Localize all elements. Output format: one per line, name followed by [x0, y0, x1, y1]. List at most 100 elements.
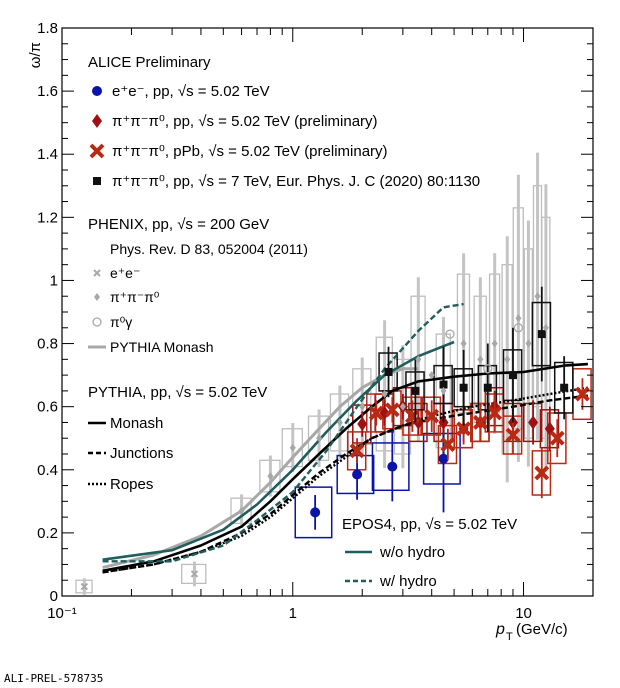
x-tick-label: 10 — [515, 605, 532, 622]
data-point — [459, 383, 468, 392]
sys-box — [437, 424, 458, 465]
x-tick-label: 10⁻¹ — [47, 605, 77, 622]
legend-pythia-header: PYTHIA, pp, √s = 5.02 TeV — [88, 384, 267, 401]
y-tick-label: 1.6 — [37, 83, 58, 100]
legend-7tev-marker — [93, 177, 101, 185]
data-point — [80, 582, 89, 591]
legend-ee-marker — [92, 86, 102, 96]
data-point — [238, 506, 245, 515]
curve-w-o-hydro — [102, 340, 455, 561]
legend-epos-header: EPOS4, pp, √s = 5.02 TeV — [342, 516, 517, 533]
data-point — [368, 405, 384, 421]
legend-phenix-ee: e⁺e⁻ — [110, 265, 140, 281]
sys-box — [422, 432, 461, 485]
x-axis-label-sub: T — [506, 631, 513, 643]
data-point — [505, 427, 521, 443]
sys-box — [371, 442, 410, 492]
data-point — [513, 323, 524, 333]
data-point — [440, 386, 447, 395]
data-point — [428, 371, 435, 380]
y-axis-label: ω/π — [27, 42, 44, 68]
curve-ropes — [102, 386, 589, 574]
legend-alice-pp-3pi: π⁺π⁻π⁰, pp, √s = 5.02 TeV (preliminary) — [112, 113, 378, 130]
y-tick-label: 0.4 — [37, 462, 58, 479]
y-tick-label: 1 — [50, 272, 58, 289]
y-tick-label: 0.8 — [37, 336, 58, 353]
legend-phenix-ref: Phys. Rev. D 83, 052004 (2011) — [110, 241, 308, 257]
y-tick-label: 1.8 — [37, 20, 58, 37]
x-tick-label: 1 — [289, 605, 297, 622]
data-point — [575, 386, 590, 402]
data-point — [560, 383, 569, 392]
data-point — [483, 383, 492, 392]
data-point — [528, 415, 539, 430]
legend-epos-w-hydro: w/ hydro — [379, 573, 437, 590]
legend-phenix-3pi: π⁺π⁻π⁰ — [110, 289, 160, 305]
data-point — [316, 434, 323, 443]
x-axis-unit: (GeV/c) — [516, 621, 568, 638]
legend-phenix-pythia: PYTHIA Monash — [110, 339, 214, 355]
legend-pythia-monash: Monash — [110, 415, 163, 432]
data-point — [352, 469, 363, 480]
data-point — [508, 371, 517, 380]
legend-pythia-ropes: Ropes — [110, 476, 153, 493]
data-point — [483, 364, 493, 374]
sys-box — [336, 454, 375, 495]
y-tick-label: 0 — [50, 588, 58, 605]
data-point — [525, 339, 532, 348]
data-point — [472, 415, 488, 430]
legend-ppb-3pi-marker — [89, 143, 105, 159]
data-point — [310, 507, 321, 518]
curve-monash — [102, 362, 588, 573]
data-point — [359, 402, 366, 411]
legend-phenix-pi0gamma: π⁰γ — [110, 314, 132, 330]
legend-phenix-ee-marker — [93, 269, 101, 277]
data-point — [405, 408, 420, 424]
data-point — [384, 402, 400, 418]
y-tick-label: 1.4 — [37, 146, 58, 163]
data-point — [424, 408, 440, 424]
data-point — [515, 314, 522, 323]
data-point — [289, 443, 296, 452]
legend-alice-ppb-3pi: π⁺π⁻π⁰, pPb, √s = 5.02 TeV (preliminary) — [112, 143, 388, 160]
data-point — [349, 443, 365, 459]
data-point — [357, 417, 368, 432]
data-point — [534, 292, 541, 301]
data-point — [534, 465, 550, 481]
data-point — [411, 386, 420, 395]
legend-phenix-pi0gamma-marker — [92, 317, 102, 327]
sys-box — [421, 396, 442, 436]
legend-epos-wo-hydro: w/o hydro — [379, 544, 445, 561]
footer-label: ALI-PREL-578735 — [4, 672, 103, 685]
data-point — [381, 390, 388, 399]
legend-phenix-header: PHENIX, pp, √s = 200 GeV — [88, 216, 269, 233]
data-point — [190, 570, 199, 578]
data-point — [504, 355, 511, 364]
data-point — [384, 367, 393, 376]
data-point — [267, 472, 274, 481]
legend-alice-header: ALICE Preliminary — [88, 54, 211, 71]
data-point — [387, 461, 398, 472]
sys-box — [294, 486, 333, 539]
data-point — [542, 323, 549, 332]
y-tick-label: 1.2 — [37, 209, 58, 226]
data-point — [537, 330, 546, 339]
legend-alice-ee: e⁺e⁻, pp, √s = 5.02 TeV — [112, 83, 270, 100]
x-axis-label: p — [495, 621, 505, 638]
data-point — [487, 405, 503, 421]
data-point — [445, 329, 455, 339]
legend-pp-3pi-marker — [92, 114, 102, 128]
data-point — [549, 430, 565, 446]
data-point — [415, 355, 422, 364]
legend-phenix-3pi-marker — [94, 293, 100, 301]
data-point — [491, 339, 498, 348]
data-point — [456, 421, 472, 437]
curve-w-hydro — [102, 302, 464, 563]
data-point — [438, 453, 449, 464]
data-point — [460, 339, 467, 348]
data-point — [336, 418, 343, 427]
y-tick-label: 0.2 — [37, 525, 58, 542]
legend-alice-7tev: π⁺π⁻π⁰, pp, √s = 7 TeV, Eur. Phys. J. C … — [112, 173, 480, 190]
legend-pythia-junctions: Junctions — [110, 445, 173, 462]
